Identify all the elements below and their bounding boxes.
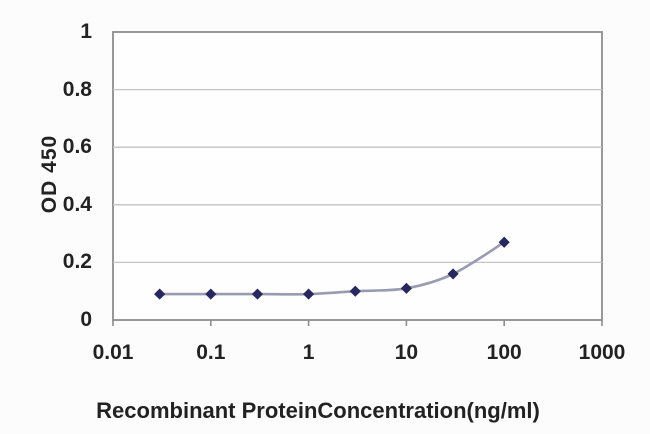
- data-point-marker: [349, 285, 361, 297]
- y-tick-label: 0.8: [62, 77, 92, 101]
- y-axis-title: OD 450: [38, 134, 61, 214]
- x-tick-label: 1: [302, 341, 315, 364]
- x-tick-label: 10: [394, 341, 419, 364]
- x-tick-label: 0.01: [92, 341, 134, 364]
- data-point-marker: [498, 236, 510, 248]
- y-tick-label: 0: [80, 308, 92, 331]
- y-tick-label: 0.4: [62, 192, 92, 216]
- data-point-marker: [303, 288, 315, 300]
- y-tick-label: 1: [80, 20, 92, 43]
- y-tick-label: 0.2: [62, 250, 92, 274]
- data-point-marker: [447, 268, 459, 280]
- data-point-marker: [400, 282, 412, 294]
- x-tick-label: 100: [486, 341, 522, 364]
- x-tick-label: 0.1: [196, 341, 226, 364]
- data-point-marker: [154, 288, 166, 300]
- plot-border: [112, 31, 603, 321]
- data-point-marker: [205, 288, 217, 300]
- data-point-marker: [251, 288, 264, 300]
- y-tick-label: 0.6: [62, 135, 92, 159]
- x-tick-label: 1000: [578, 341, 626, 364]
- x-axis-title: Recombinant ProteinConcentration(ng/ml): [96, 398, 540, 423]
